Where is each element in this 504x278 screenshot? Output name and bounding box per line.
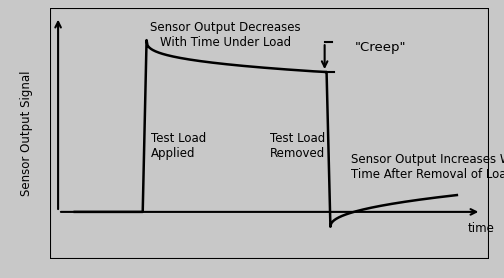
- Text: Sensor Output Increases With
Time After Removal of Load: Sensor Output Increases With Time After …: [351, 153, 504, 182]
- Text: Test Load
Applied: Test Load Applied: [151, 132, 207, 160]
- Text: Sensor Output Signal: Sensor Output Signal: [20, 71, 33, 196]
- Text: "Creep": "Creep": [355, 41, 407, 54]
- Text: time: time: [468, 222, 494, 235]
- Text: Test Load
Removed: Test Load Removed: [270, 132, 325, 160]
- Text: Sensor Output Decreases
With Time Under Load: Sensor Output Decreases With Time Under …: [151, 21, 301, 49]
